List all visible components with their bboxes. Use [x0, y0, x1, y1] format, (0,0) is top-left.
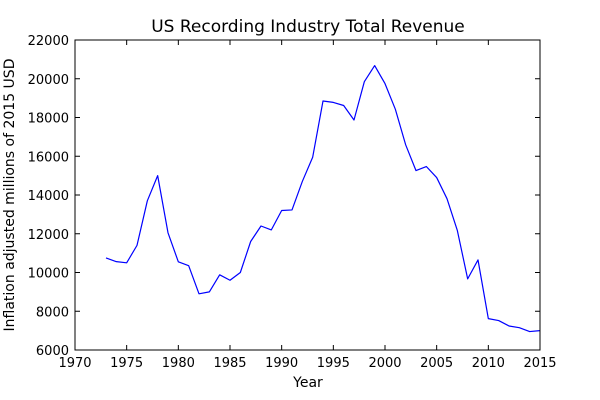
x-tick-label: 2000: [368, 356, 401, 371]
y-tick-label: 22000: [28, 34, 69, 49]
y-tick-label: 8000: [36, 305, 69, 320]
x-tick-label: 1995: [317, 356, 350, 371]
x-tick-label: 2005: [420, 356, 453, 371]
y-tick-label: 6000: [36, 344, 69, 359]
y-axis-label: Inflation adjusted millions of 2015 USD: [2, 59, 18, 332]
y-tick-label: 10000: [28, 267, 69, 282]
x-tick-label: 1985: [213, 356, 246, 371]
x-tick-label: 2010: [472, 356, 505, 371]
x-tick-label: 1980: [162, 356, 195, 371]
plot-area: [105, 64, 541, 333]
x-tick-label: 1970: [58, 356, 91, 371]
y-tick-label: 16000: [28, 150, 69, 165]
series-line-0: [105, 64, 541, 333]
x-tick-label: 1975: [110, 356, 143, 371]
y-tick-label: 14000: [28, 189, 69, 204]
chart-title: US Recording Industry Total Revenue: [151, 17, 465, 37]
y-axis: 6000 8000 10000 12000 14000 16000 18000 20000 22…: [28, 34, 540, 359]
x-tick-label: 2015: [523, 356, 556, 371]
x-tick-label: 1990: [265, 356, 298, 371]
x-axis-label: Year: [292, 375, 323, 391]
plot-frame: [74, 39, 541, 351]
y-tick-label: 18000: [28, 112, 69, 127]
y-tick-label: 12000: [28, 228, 69, 243]
x-axis: 1970 1975 1980 1985 1990 1995 2000 2005 2010 2015: [58, 40, 557, 371]
y-tick-label: 20000: [28, 73, 69, 88]
